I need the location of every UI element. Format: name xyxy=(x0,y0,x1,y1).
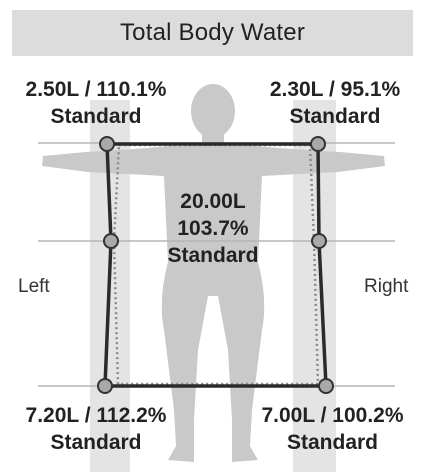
left-arm-label: 2.50L / 110.1% Standard xyxy=(6,76,186,130)
right-leg-status: Standard xyxy=(286,431,378,454)
left-trunk-node xyxy=(103,233,119,249)
left-arm-node xyxy=(99,136,115,152)
trunk-status: Standard xyxy=(167,244,259,267)
left-arm-value: 2.50L / 110.1% xyxy=(25,78,167,101)
right-leg-label: 7.00L / 100.2% Standard xyxy=(240,402,425,456)
trunk-percent: 103.7% xyxy=(177,217,249,240)
right-trunk-node xyxy=(311,233,327,249)
right-leg-node xyxy=(318,378,334,394)
left-leg-label: 7.20L / 112.2% Standard xyxy=(6,402,186,456)
chart-title: Total Body Water xyxy=(12,10,413,56)
right-arm-label: 2.30L / 95.1% Standard xyxy=(245,76,425,130)
right-arm-node xyxy=(310,136,326,152)
left-arm-status: Standard xyxy=(50,105,142,128)
right-leg-value: 7.00L / 100.2% xyxy=(261,404,404,427)
trunk-label: 20.00L 103.7% Standard xyxy=(133,188,293,269)
left-leg-status: Standard xyxy=(50,431,142,454)
right-side-label: Right xyxy=(364,276,409,297)
segment-nodes xyxy=(97,136,334,394)
left-leg-value: 7.20L / 112.2% xyxy=(25,404,167,427)
left-side-label: Left xyxy=(18,276,50,297)
left-leg-node xyxy=(97,378,113,394)
right-arm-status: Standard xyxy=(289,105,381,128)
right-arm-value: 2.30L / 95.1% xyxy=(269,78,401,101)
trunk-volume: 20.00L xyxy=(180,190,246,213)
